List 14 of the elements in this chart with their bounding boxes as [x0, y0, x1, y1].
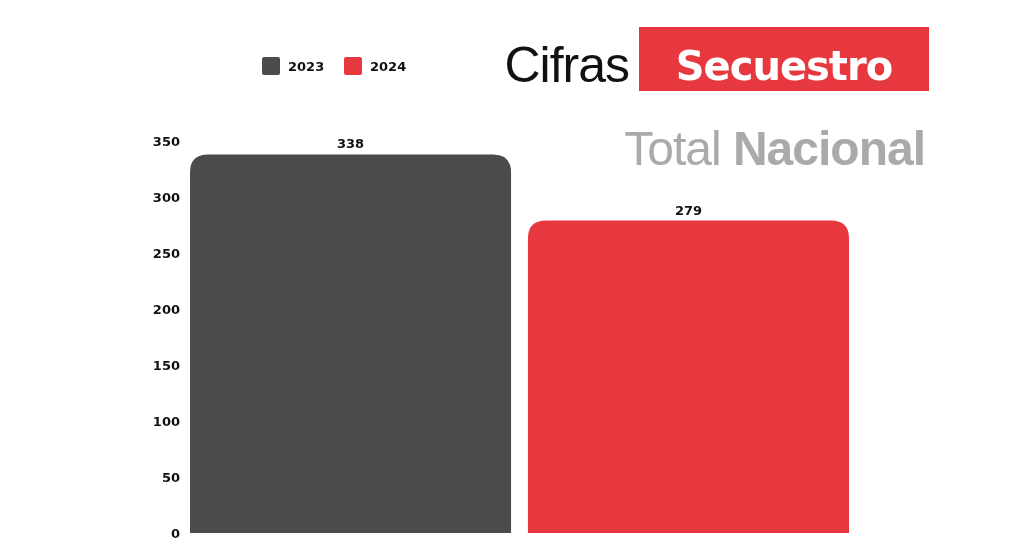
- y-tick-label: 150: [152, 357, 180, 373]
- chart-title: Cifras Secuestro: [504, 37, 893, 93]
- y-tick-label: 250: [152, 245, 180, 261]
- data-label: 338: [336, 136, 365, 152]
- data-label: 279: [674, 202, 703, 218]
- legend-label: 2024: [370, 58, 407, 74]
- y-tick-label: 0: [170, 525, 180, 541]
- y-tick-label: 300: [152, 189, 180, 205]
- y-tick-label: 350: [152, 133, 180, 149]
- chart-subtitle: Total Nacional: [624, 122, 925, 175]
- y-tick-label: 50: [161, 469, 180, 485]
- y-tick-label: 100: [152, 413, 180, 429]
- legend-label: 2023: [288, 58, 325, 74]
- y-tick-label: 200: [152, 301, 180, 317]
